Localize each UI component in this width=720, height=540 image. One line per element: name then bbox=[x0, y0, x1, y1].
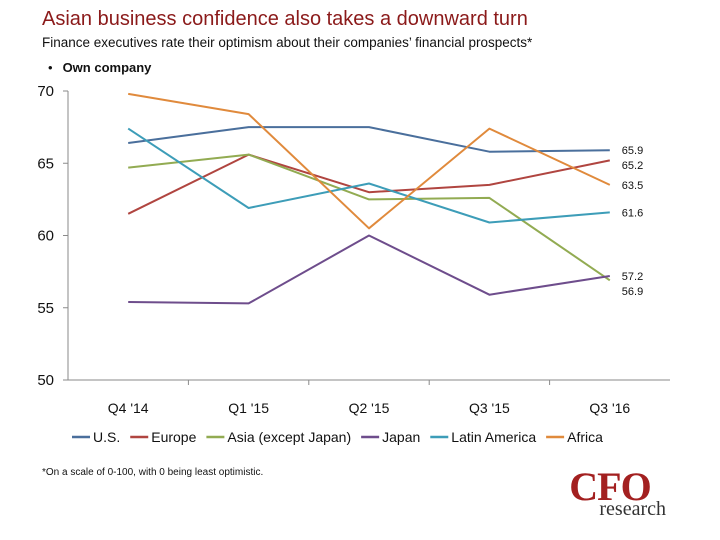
data-label: 61.6 bbox=[622, 207, 643, 219]
legend-entry: Asia (except Japan) bbox=[227, 429, 351, 445]
x-tick-label: Q1 '15 bbox=[228, 400, 269, 416]
y-tick-label: 50 bbox=[37, 372, 54, 389]
chart-title: Asian business confidence also takes a d… bbox=[42, 8, 528, 30]
x-tick-label: Q2 '15 bbox=[349, 400, 390, 416]
y-tick-label: 60 bbox=[37, 228, 54, 245]
series-line bbox=[127, 153, 610, 215]
legend-entry: Europe bbox=[151, 429, 196, 445]
y-tick-label: 65 bbox=[37, 155, 54, 172]
series-line bbox=[128, 153, 611, 282]
x-tick-label: Q3 '16 bbox=[589, 400, 630, 416]
data-label: 57.2 bbox=[622, 271, 643, 283]
data-label: 65.9 bbox=[622, 145, 643, 157]
section-label: • Own company bbox=[48, 60, 151, 75]
y-tick-label: 70 bbox=[37, 83, 54, 100]
line-chart: 50 55 60 65 70 Q4 '14 Q1 '15 Q2 '15 Q3 '15 Q3 '16… bbox=[37, 83, 670, 445]
legend-entry: Latin America bbox=[451, 429, 536, 445]
series-line bbox=[127, 127, 610, 224]
chart-subtitle: Finance executives rate their optimism a… bbox=[42, 35, 533, 50]
legend-entry: U.S. bbox=[93, 429, 120, 445]
footnote: *On a scale of 0-100, with 0 being least… bbox=[42, 467, 264, 478]
series-line bbox=[128, 92, 611, 230]
data-label: 63.5 bbox=[622, 180, 643, 192]
logo-wordmark: CFO bbox=[569, 464, 651, 509]
x-tick-label: Q3 '15 bbox=[469, 400, 510, 416]
data-label: 65.2 bbox=[622, 160, 643, 172]
series-line bbox=[128, 126, 610, 153]
bullet-symbol: • bbox=[48, 60, 53, 75]
series-line bbox=[128, 234, 610, 305]
cfo-research-logo: CFO research bbox=[560, 467, 670, 523]
legend-entry: Africa bbox=[567, 429, 603, 445]
logo-subtext: research bbox=[599, 498, 666, 520]
section-label-text: Own company bbox=[62, 60, 152, 75]
legend-entry: Japan bbox=[382, 429, 420, 445]
data-label: 56.9 bbox=[622, 286, 643, 298]
x-tick-label: Q4 '14 bbox=[108, 400, 149, 416]
y-tick-label: 55 bbox=[37, 300, 54, 317]
